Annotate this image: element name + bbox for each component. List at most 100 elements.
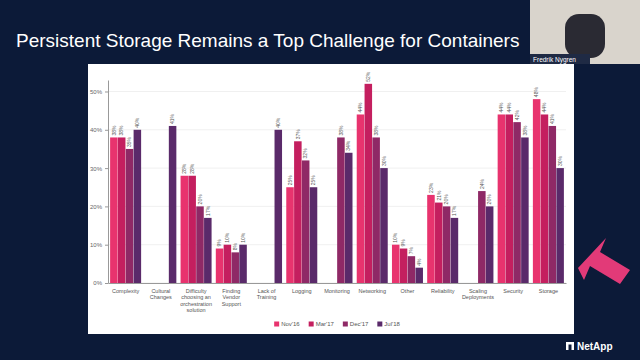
bar — [392, 245, 400, 283]
y-tick-label: 20% — [90, 204, 103, 210]
x-tick-label: ScalingDeployments — [462, 288, 494, 300]
x-tick-label: Difficultychoosing anorchestrationsoluti… — [180, 288, 212, 313]
y-tick-mark — [105, 91, 108, 92]
data-label: 52% — [365, 71, 371, 82]
bar — [204, 218, 212, 283]
data-label: 44% — [506, 102, 512, 113]
bar — [239, 245, 247, 283]
x-tick-label: Monitoring — [324, 288, 350, 294]
x-tick: Reliability — [431, 288, 455, 294]
legend-swatch — [274, 322, 279, 327]
x-tick: Other — [401, 288, 415, 294]
x-axis-line — [109, 283, 567, 284]
data-label: 38% — [111, 125, 117, 136]
data-label: 8% — [232, 243, 238, 251]
x-tick-label: Complexity — [112, 288, 139, 294]
y-tick-label: 50% — [90, 89, 103, 95]
bar — [216, 249, 224, 283]
x-tick-label: Reliability — [431, 288, 455, 294]
data-label: 44% — [498, 102, 504, 113]
chart-panel — [88, 64, 574, 334]
bar — [505, 114, 513, 283]
bar — [294, 141, 302, 283]
bar — [533, 99, 541, 283]
data-label: 21% — [436, 190, 442, 201]
grid-line — [108, 206, 566, 207]
x-tick-label: FindingVendorSupport — [222, 288, 242, 307]
bar — [310, 187, 318, 283]
data-label: 38% — [522, 125, 528, 136]
data-label: 32% — [302, 148, 308, 159]
bar — [286, 187, 294, 283]
bar — [110, 137, 118, 283]
x-tick: CulturalChanges — [150, 288, 172, 300]
slide-title: Persistent Storage Remains a Top Challen… — [16, 30, 519, 51]
legend-item: Mar'17 — [309, 321, 335, 327]
x-tick: Security — [503, 288, 523, 294]
data-label: 30% — [381, 156, 387, 167]
y-tick-label: 30% — [90, 166, 103, 172]
data-label: 37% — [295, 129, 301, 140]
x-tick: FindingVendorSupport — [222, 288, 242, 307]
y-axis-line — [108, 81, 109, 284]
data-label: 10% — [240, 232, 246, 243]
data-labels: 38%28%9%25%44%10%23%44%48%38%28%10%37%52… — [111, 71, 563, 265]
bar — [435, 203, 443, 283]
bar — [400, 249, 408, 283]
slide-background — [0, 0, 640, 360]
bar — [365, 84, 373, 283]
video-frame — [530, 0, 640, 64]
presenter-name: Fredrik Nygren — [533, 56, 576, 64]
x-tick: ScalingDeployments — [462, 288, 494, 300]
data-label: 20% — [486, 194, 492, 205]
bar — [196, 206, 204, 283]
bar — [372, 137, 380, 283]
data-label: 10% — [392, 232, 398, 243]
legend-label: Nov'16 — [281, 321, 300, 327]
logo: NetApp — [566, 341, 613, 352]
bar — [345, 153, 353, 283]
name-strip — [530, 54, 590, 64]
slide: Persistent Storage Remains a Top Challen… — [0, 0, 640, 360]
data-label: 40% — [134, 117, 140, 128]
y-tick-label: 10% — [90, 242, 103, 248]
logo-mark-cut — [569, 345, 572, 351]
grid-line — [108, 91, 566, 92]
data-label: 9% — [400, 239, 406, 247]
legend-swatch — [309, 322, 314, 327]
x-tick: Logging — [292, 288, 312, 294]
data-label: 20% — [197, 194, 203, 205]
grid-line — [108, 168, 566, 169]
bar — [181, 176, 189, 283]
y-tick: 10% — [90, 242, 108, 248]
legend-item: Dec'17 — [343, 321, 369, 327]
bar — [549, 126, 557, 283]
y-tick-mark — [105, 130, 108, 131]
bar — [451, 218, 459, 283]
data-label: 17% — [451, 205, 457, 216]
bar — [231, 252, 239, 283]
logo-mark — [566, 342, 574, 350]
y-tick: 20% — [90, 204, 108, 210]
bar — [427, 195, 435, 283]
x-tick-label: Logging — [292, 288, 312, 294]
bars — [110, 84, 564, 283]
data-label: 28% — [181, 163, 187, 174]
y-tick: 50% — [90, 89, 108, 95]
presenter-video: Fredrik Nygren — [530, 0, 640, 64]
x-tick-label: Networking — [358, 288, 386, 294]
data-label: 35% — [126, 136, 132, 147]
data-label: 24% — [479, 179, 485, 190]
data-label: 34% — [345, 140, 351, 151]
bar — [486, 206, 494, 283]
x-tick: Networking — [358, 288, 386, 294]
data-label: 9% — [216, 239, 222, 247]
data-label: 44% — [541, 102, 547, 113]
bar — [302, 160, 310, 283]
data-label: 40% — [275, 117, 281, 128]
data-label: 42% — [514, 110, 520, 121]
y-tick-mark — [105, 245, 108, 246]
bar — [357, 114, 365, 283]
legend-label: Mar'17 — [316, 321, 335, 327]
legend-label: Dec'17 — [350, 321, 369, 327]
